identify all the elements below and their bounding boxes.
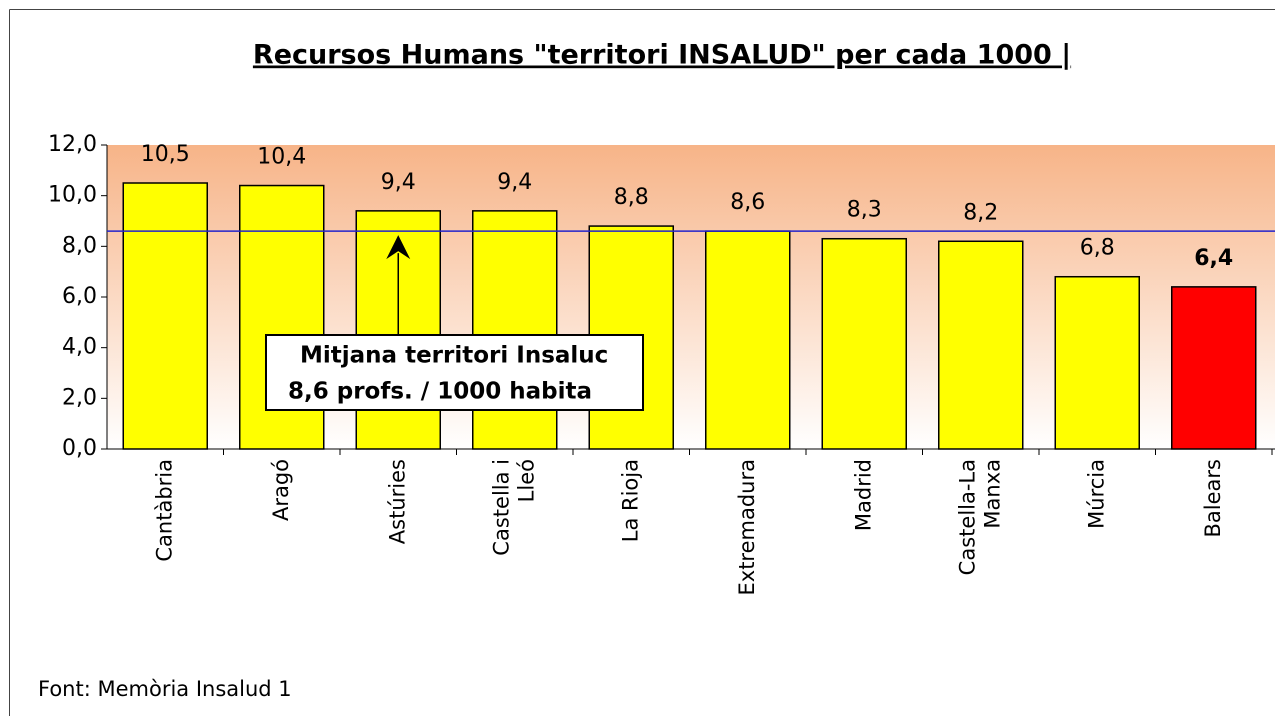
bar <box>1171 286 1257 450</box>
arrow-head <box>386 235 411 260</box>
value-label: 9,4 <box>497 170 532 195</box>
x-tick-label: Madrid <box>851 459 875 531</box>
y-tick-label: 4,0 <box>62 335 97 360</box>
annotation-box <box>265 334 644 411</box>
value-label: 8,3 <box>847 198 882 223</box>
value-label: 6,8 <box>1080 236 1115 261</box>
value-label: 10,4 <box>257 145 306 170</box>
y-tick-label: 2,0 <box>62 385 97 410</box>
chart-title: Recursos Humans "territori INSALUD" per … <box>253 40 1071 71</box>
bar <box>705 230 791 450</box>
bar <box>821 237 907 450</box>
y-tick-label: 10,0 <box>48 183 97 208</box>
annotation-text: Mitjana territori Insaluc 8,6 profs. / 10… <box>288 343 608 405</box>
value-label: 8,8 <box>614 185 649 210</box>
bar <box>122 182 208 450</box>
y-tick-label: 12,0 <box>48 132 97 157</box>
bar <box>938 240 1024 450</box>
bar <box>472 210 558 450</box>
x-tick-label: Castella iLleó <box>489 459 538 556</box>
y-tick-label: 8,0 <box>62 233 97 258</box>
x-tick-label: Castella-LaManxa <box>955 459 1004 575</box>
y-tick-label: 0,0 <box>62 436 97 461</box>
value-label: 8,2 <box>963 200 998 225</box>
x-tick-label: Astúries <box>385 459 409 544</box>
annotation-line: 8,6 profs. / 1000 habita <box>288 379 592 405</box>
value-label: 10,5 <box>141 142 190 167</box>
x-tick-label: Extremadura <box>735 459 759 596</box>
x-tick-label: Balears <box>1201 459 1225 537</box>
value-label: 9,4 <box>381 170 416 195</box>
bar <box>1054 275 1140 450</box>
x-tick-label: La Rioja <box>618 459 642 542</box>
x-tick-label: Aragó <box>269 459 293 521</box>
y-tick-label: 6,0 <box>62 284 97 309</box>
source-note: Font: Memòria Insalud 1 <box>38 677 292 701</box>
x-tick-label: Cantàbria <box>152 459 176 562</box>
annotation-line: Mitjana territori Insaluc <box>300 343 608 369</box>
x-tick-label: Múrcia <box>1084 459 1108 529</box>
value-label: 8,6 <box>730 190 765 215</box>
value-label: 6,4 <box>1194 246 1233 271</box>
